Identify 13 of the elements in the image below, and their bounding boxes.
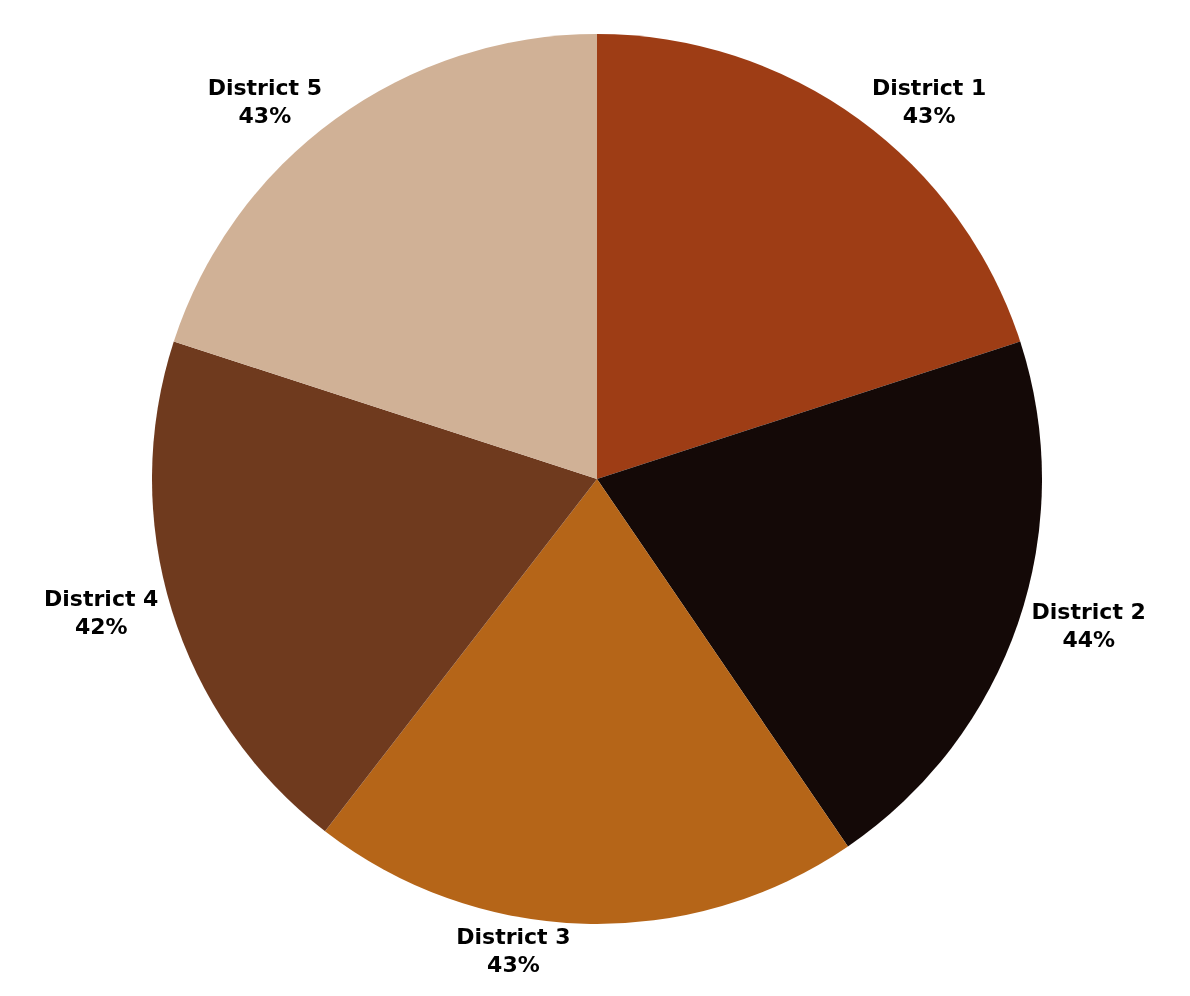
data-label: 43%: [487, 952, 540, 978]
slice-label: District 1: [871, 74, 987, 100]
slice-label: District 5: [207, 74, 323, 100]
slice-label: District 3: [456, 923, 571, 949]
data-label: 43%: [238, 103, 292, 129]
data-label: 43%: [902, 103, 956, 129]
slice-label: District 2: [1031, 598, 1146, 624]
pie-slice: [325, 479, 848, 924]
pie-slice: [173, 34, 597, 479]
pie-slice: [597, 34, 1021, 479]
data-label: 42%: [74, 614, 128, 640]
slice-label: District 4: [44, 585, 159, 611]
data-label: 44%: [1062, 627, 1116, 653]
